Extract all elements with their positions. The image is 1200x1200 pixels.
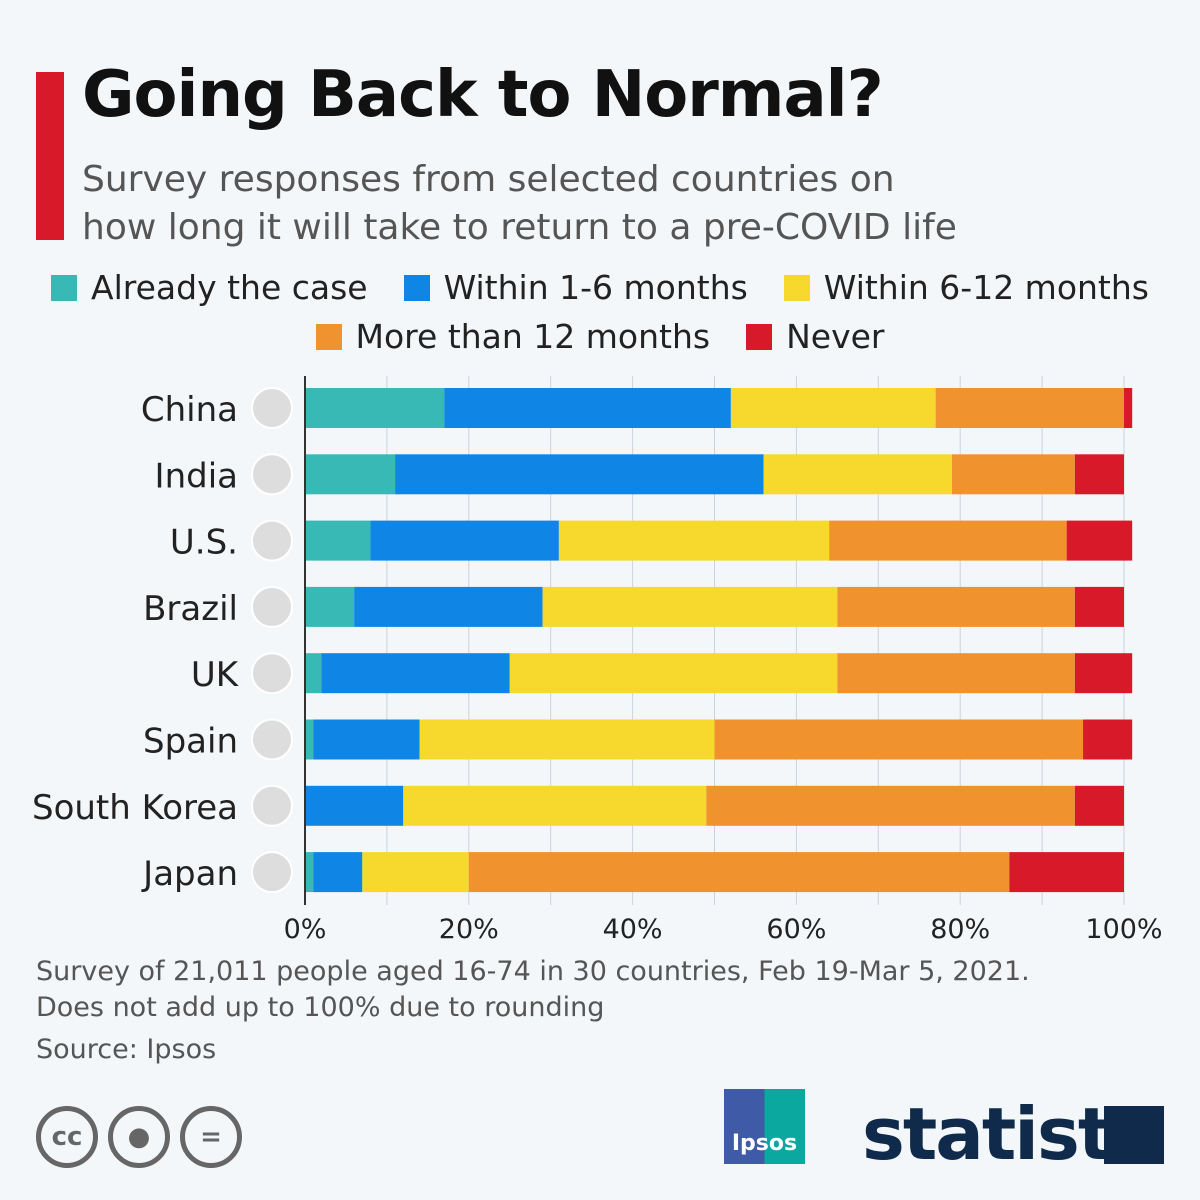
bar-segment: [313, 852, 363, 893]
category-label: China: [141, 390, 238, 430]
bar-segment: [305, 719, 314, 760]
attribution-icon: ●: [108, 1106, 170, 1168]
category-label: India: [155, 456, 238, 496]
footnote: Does not add up to 100% due to rounding: [36, 992, 605, 1023]
footnote: Survey of 21,011 people aged 16-74 in 30…: [36, 956, 1030, 987]
legend-item: Never: [746, 317, 884, 356]
legend-swatch: [403, 275, 430, 301]
bar-segment: [558, 520, 830, 561]
bar-segment: [354, 586, 543, 627]
category-label: Japan: [141, 854, 238, 894]
bar-segment: [829, 520, 1067, 561]
legend-item: Within 1-6 months: [403, 268, 748, 307]
flag-icon: [251, 585, 293, 628]
x-tick-label: 40%: [603, 914, 663, 945]
flag-icon: [251, 851, 293, 894]
legend-label: Never: [786, 317, 885, 356]
title-accent: [36, 72, 64, 240]
bar-segment: [952, 454, 1075, 495]
source: Source: Ipsos: [36, 1034, 217, 1065]
legend-swatch: [746, 324, 773, 350]
flag-icon: [251, 784, 293, 827]
category-label: U.S.: [170, 523, 238, 563]
bar-segment: [305, 454, 396, 495]
chart-subtitle: Survey responses from selected countries…: [82, 156, 1082, 252]
legend-label: More than 12 months: [355, 317, 711, 356]
subtitle-line: how long it will take to return to a pre…: [82, 207, 957, 248]
bar-segment: [1124, 388, 1133, 428]
bar-segment: [395, 454, 764, 495]
bar-segment: [305, 852, 314, 893]
legend-swatch: [783, 275, 810, 301]
category-label: UK: [191, 655, 240, 695]
flag-icon: [251, 453, 293, 496]
flag-icon: [251, 519, 293, 562]
legend-item: More than 12 months: [315, 317, 711, 356]
chart-title: Going Back to Normal?: [82, 58, 884, 132]
bar-segment: [1066, 520, 1133, 561]
bar-segment: [313, 719, 420, 760]
legend-item: Already the case: [51, 268, 368, 307]
x-tick-label: 0%: [284, 914, 327, 945]
legend-swatch: [51, 275, 78, 301]
flag-icon: [251, 718, 293, 761]
bar-segment: [542, 586, 838, 627]
bar-segment: [370, 520, 559, 561]
category-label: South Korea: [32, 788, 238, 828]
bar-segment: [1074, 785, 1124, 826]
category-label: Brazil: [143, 589, 238, 629]
no-derivatives-icon: =: [180, 1106, 242, 1168]
x-tick-label: 80%: [930, 914, 990, 945]
ipsos-logo: Ipsos: [724, 1089, 805, 1164]
legend-label: Within 1-6 months: [443, 268, 748, 307]
legend-row: Already the case Within 1-6 months Within …: [0, 268, 1200, 307]
bar-segment: [1009, 852, 1124, 893]
bar-segment: [509, 653, 838, 694]
bar-segment: [714, 719, 1084, 760]
x-tick-label: 100%: [1085, 914, 1162, 945]
legend-swatch: [315, 324, 342, 350]
stacked-bar-chart: China India U.S. Brazil UK Spain South Korea Ja…: [32, 376, 1163, 945]
bar-segment: [305, 586, 355, 627]
bar-segment: [1083, 719, 1133, 760]
legend-item: Within 6-12 months: [783, 268, 1149, 307]
bar-segment: [362, 852, 469, 893]
bar-segment: [837, 586, 1075, 627]
flag-icon: [251, 387, 293, 429]
bar-segment: [1074, 653, 1133, 694]
bar-segment: [305, 388, 445, 428]
bar-segment: [419, 719, 715, 760]
bar-segment: [444, 388, 731, 428]
bar-segment: [935, 388, 1124, 428]
subtitle-line: Survey responses from selected countries…: [82, 159, 895, 200]
bar-segment: [1074, 454, 1124, 495]
bar-segment: [706, 785, 1075, 826]
x-tick-label: 20%: [439, 914, 499, 945]
legend-row: More than 12 months Never: [0, 317, 1200, 356]
bar-segment: [305, 520, 371, 561]
bar-segment: [763, 454, 953, 495]
legend-label: Already the case: [91, 268, 368, 307]
flag-icon: [251, 652, 293, 695]
bar-segment: [468, 852, 1010, 893]
bar-segment: [837, 653, 1075, 694]
bar-segment: [305, 653, 322, 694]
bar-segment: [730, 388, 936, 428]
bar-segment: [1074, 586, 1124, 627]
cc-icon: cc: [36, 1106, 98, 1168]
statista-logo-icon: [1104, 1106, 1164, 1164]
x-tick-label: 60%: [766, 914, 826, 945]
bar-segment: [321, 653, 510, 694]
bar-segment: [403, 785, 707, 826]
legend-label: Within 6-12 months: [823, 268, 1149, 307]
bar-segment: [305, 785, 404, 826]
category-label: Spain: [143, 722, 238, 762]
